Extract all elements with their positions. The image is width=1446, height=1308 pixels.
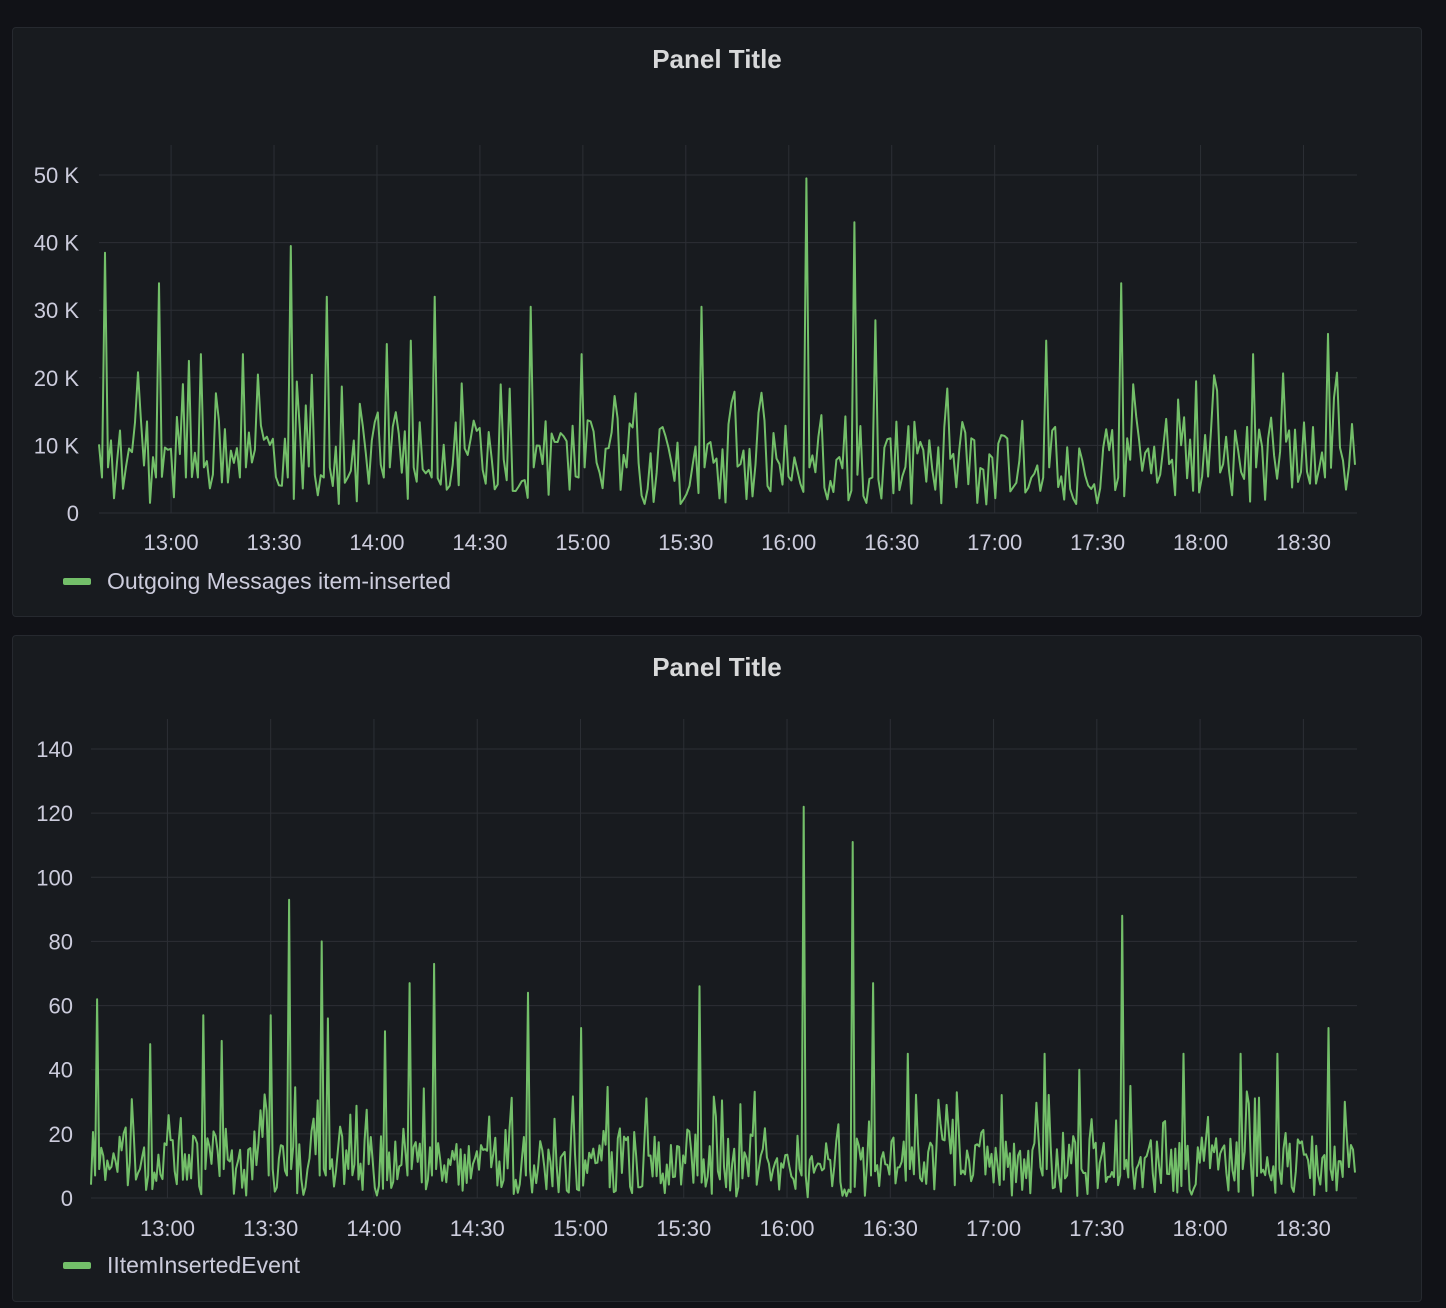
x-tick-label: 17:00 [966, 1216, 1021, 1241]
panel-title[interactable]: Panel Title [652, 44, 782, 74]
x-tick-label: 16:30 [863, 1216, 918, 1241]
panel-title[interactable]: Panel Title [652, 652, 782, 682]
y-tick-label: 20 K [34, 366, 80, 391]
x-tick-label: 16:30 [864, 530, 919, 555]
series-line[interactable] [90, 805, 1356, 1199]
y-tick-label: 20 [49, 1122, 73, 1147]
x-tick-label: 13:00 [144, 530, 199, 555]
x-tick-label: 15:00 [555, 530, 610, 555]
y-tick-label: 30 K [34, 298, 80, 323]
series-line[interactable] [98, 177, 1356, 506]
legend-color-swatch [63, 578, 91, 585]
x-tick-label: 15:30 [656, 1216, 711, 1241]
legend-item[interactable]: IItemInsertedEvent [63, 1252, 300, 1279]
x-tick-label: 14:00 [349, 530, 404, 555]
x-tick-label: 17:30 [1070, 530, 1125, 555]
y-tick-label: 140 [36, 737, 73, 762]
legend-label: IItemInsertedEvent [107, 1252, 301, 1278]
x-tick-label: 13:30 [243, 1216, 298, 1241]
y-tick-label: 40 K [34, 231, 80, 256]
y-tick-label: 0 [61, 1186, 73, 1211]
x-tick-label: 13:00 [140, 1216, 195, 1241]
x-tick-label: 14:30 [450, 1216, 505, 1241]
panel-item-inserted-event: Panel Title 0 20 40 60 80 100 120 140 13:00 13:30… [12, 635, 1422, 1302]
y-tick-label: 100 [36, 865, 73, 890]
legend-label: Outgoing Messages item-inserted [107, 568, 451, 594]
x-tick-label: 18:00 [1173, 530, 1228, 555]
y-tick-label: 0 [67, 501, 79, 526]
x-tick-label: 17:30 [1069, 1216, 1124, 1241]
y-tick-label: 60 [49, 994, 73, 1019]
x-tick-label: 15:00 [553, 1216, 608, 1241]
x-tick-label: 14:30 [452, 530, 507, 555]
x-tick-label: 13:30 [246, 530, 301, 555]
x-tick-label: 15:30 [658, 530, 713, 555]
panel-outgoing-messages: Panel Title 0 10 K 20 K 30 K 40 K 50 K 13:00 13… [12, 27, 1422, 617]
y-tick-label: 40 [49, 1058, 73, 1083]
x-tick-label: 14:00 [346, 1216, 401, 1241]
y-tick-label: 120 [36, 801, 73, 826]
chart-outgoing-messages: 0 10 K 20 K 30 K 40 K 50 K 13:00 13:30 14:00 14:3… [34, 145, 1357, 555]
x-tick-label: 16:00 [761, 530, 816, 555]
x-tick-label: 18:00 [1173, 1216, 1228, 1241]
y-tick-label: 80 [49, 929, 73, 954]
x-tick-label: 16:00 [759, 1216, 814, 1241]
legend-color-swatch [63, 1262, 91, 1269]
y-tick-label: 50 K [34, 163, 80, 188]
chart-item-inserted-event: 0 20 40 60 80 100 120 140 13:00 13:30 14:00 14:30 15… [36, 719, 1357, 1241]
legend-item[interactable]: Outgoing Messages item-inserted [63, 568, 451, 595]
x-tick-label: 17:00 [967, 530, 1022, 555]
x-tick-label: 18:30 [1276, 1216, 1331, 1241]
y-tick-label: 10 K [34, 433, 80, 458]
x-tick-label: 18:30 [1276, 530, 1331, 555]
